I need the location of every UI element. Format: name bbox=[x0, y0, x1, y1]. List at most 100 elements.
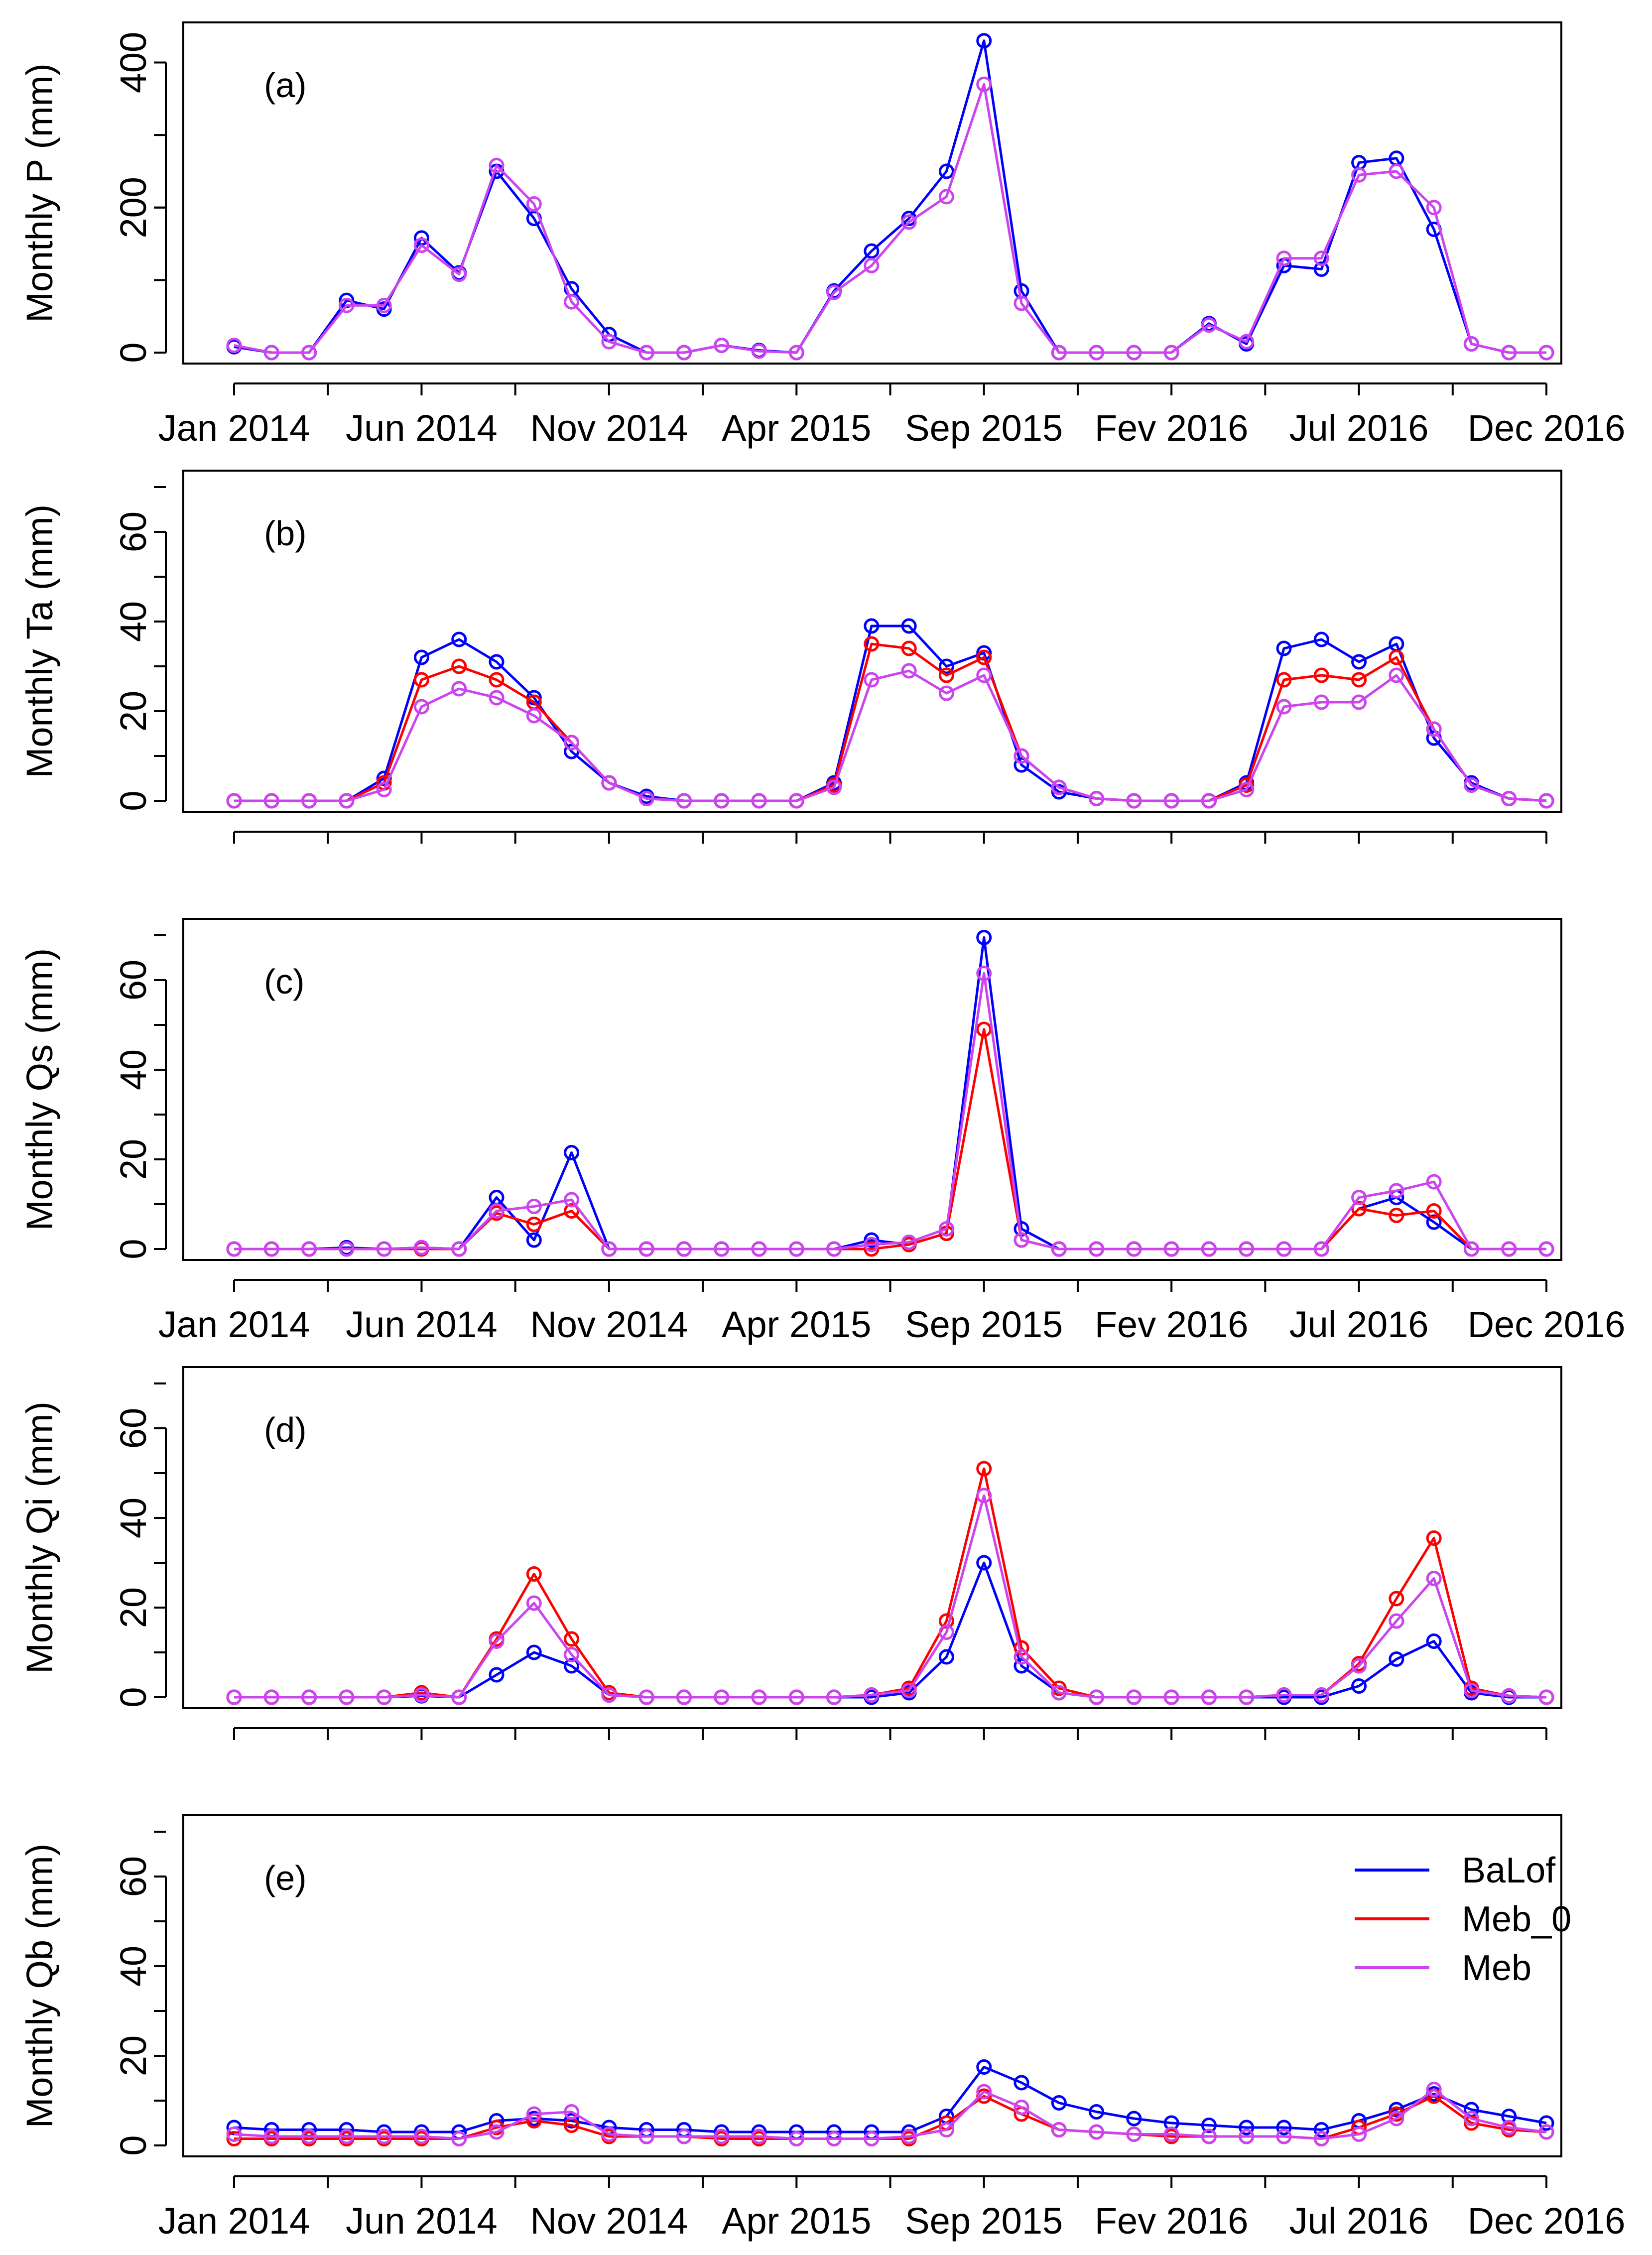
x-tick-label: Sep 2015 bbox=[905, 2200, 1063, 2242]
data-point-balof bbox=[564, 744, 580, 759]
data-point-meb bbox=[601, 1241, 617, 1257]
data-point-meb bbox=[564, 735, 580, 751]
data-point-meb-0 bbox=[901, 640, 917, 656]
panel-tag: (a) bbox=[264, 66, 307, 105]
data-point-meb bbox=[676, 345, 692, 361]
data-point-balof bbox=[489, 654, 505, 670]
panel-tag: (d) bbox=[264, 1410, 307, 1449]
data-point-meb bbox=[601, 775, 617, 791]
data-point-meb-0 bbox=[451, 658, 467, 674]
data-point-meb bbox=[826, 1689, 842, 1705]
data-point-meb bbox=[1463, 1241, 1479, 1257]
data-point-meb bbox=[938, 189, 954, 205]
x-tick-label: Fev 2016 bbox=[1095, 1304, 1249, 1345]
data-point-meb bbox=[1014, 2100, 1029, 2115]
data-point-meb-0 bbox=[1389, 1591, 1404, 1607]
data-point-balof bbox=[976, 1555, 992, 1571]
plot-frame bbox=[182, 21, 1562, 365]
data-point-meb-0 bbox=[976, 1021, 992, 1037]
data-point-balof bbox=[976, 33, 992, 49]
y-tick-label: 20 bbox=[113, 1139, 154, 1180]
data-point-meb-0 bbox=[1313, 667, 1329, 683]
series-line-meb-0 bbox=[234, 1467, 1547, 1699]
data-point-meb-0 bbox=[564, 1631, 580, 1647]
data-point-balof bbox=[864, 618, 880, 634]
x-tick-label: Sep 2015 bbox=[905, 407, 1063, 449]
data-point-meb-0 bbox=[1426, 1530, 1442, 1546]
data-point-meb bbox=[301, 345, 317, 361]
data-point-meb bbox=[1276, 251, 1292, 266]
data-point-balof bbox=[1389, 1651, 1404, 1667]
data-point-balof bbox=[1201, 2118, 1217, 2133]
data-point-meb bbox=[1201, 793, 1217, 809]
data-point-meb bbox=[1089, 1689, 1105, 1705]
data-point-meb bbox=[1538, 1241, 1554, 1257]
data-point-meb bbox=[1239, 334, 1255, 350]
data-point-meb bbox=[1426, 1571, 1442, 1586]
data-point-meb bbox=[901, 663, 917, 679]
data-point-meb bbox=[1014, 295, 1029, 311]
x-tick-label: Apr 2015 bbox=[722, 407, 871, 449]
data-point-meb bbox=[376, 782, 392, 797]
data-point-meb bbox=[638, 1241, 654, 1257]
data-point-meb bbox=[826, 1241, 842, 1257]
data-point-meb bbox=[1201, 317, 1217, 333]
data-point-balof bbox=[1389, 2102, 1404, 2118]
data-point-meb bbox=[1126, 1241, 1142, 1257]
x-tick-label: Jan 2014 bbox=[158, 407, 310, 449]
data-point-meb bbox=[676, 1689, 692, 1705]
data-point-meb bbox=[413, 2129, 429, 2144]
data-point-meb bbox=[1089, 791, 1105, 806]
data-point-meb bbox=[676, 793, 692, 809]
data-point-balof bbox=[1313, 261, 1329, 277]
y-axis-title: Monthly Qb (mm) bbox=[19, 1844, 60, 2129]
data-point-meb bbox=[1463, 1683, 1479, 1698]
x-tick-label: Apr 2015 bbox=[722, 2200, 871, 2242]
data-point-meb bbox=[1163, 345, 1179, 361]
data-point-balof bbox=[864, 243, 880, 259]
data-point-meb bbox=[1426, 1174, 1442, 1190]
data-point-meb bbox=[864, 672, 880, 688]
x-tick-label: Dec 2016 bbox=[1468, 2200, 1626, 2242]
data-point-meb bbox=[638, 791, 654, 806]
data-point-meb bbox=[1389, 2111, 1404, 2127]
data-point-meb bbox=[901, 1235, 917, 1250]
panel-e: 0 20 40 60 Monthly Qb (mm) Jan 2014 Jun 2014 No… bbox=[19, 1814, 1626, 2242]
data-point-meb bbox=[714, 793, 730, 809]
plot-frame bbox=[182, 470, 1562, 813]
data-point-meb bbox=[1313, 1241, 1329, 1257]
data-point-meb-0 bbox=[413, 672, 429, 688]
data-point-meb bbox=[601, 1687, 617, 1703]
data-point-meb bbox=[1426, 721, 1442, 737]
data-point-meb bbox=[1014, 1649, 1029, 1665]
data-point-meb bbox=[376, 1689, 392, 1705]
series-line-balof bbox=[234, 625, 1547, 802]
data-point-meb bbox=[1051, 2122, 1067, 2137]
data-point-meb bbox=[714, 337, 730, 353]
data-point-balof bbox=[938, 163, 954, 179]
data-point-meb bbox=[601, 2127, 617, 2142]
data-point-meb bbox=[1463, 777, 1479, 793]
data-point-meb bbox=[1051, 779, 1067, 795]
data-point-balof bbox=[1014, 757, 1029, 773]
data-point-balof bbox=[976, 930, 992, 945]
x-tick-label: Fev 2016 bbox=[1095, 2200, 1249, 2242]
data-point-meb bbox=[451, 2131, 467, 2146]
data-point-meb bbox=[976, 966, 992, 981]
data-point-meb bbox=[1126, 1689, 1142, 1705]
data-point-meb bbox=[1501, 2120, 1517, 2135]
data-point-meb bbox=[1501, 345, 1517, 361]
data-point-balof bbox=[451, 631, 467, 647]
data-point-meb bbox=[938, 685, 954, 701]
series-line-meb-0 bbox=[234, 642, 1547, 802]
data-point-meb bbox=[751, 793, 767, 809]
panel-a: 0 200 400 Monthly P (mm) Jan 2014 Jun 2014 Nov… bbox=[19, 21, 1625, 449]
y-axis-title: Monthly Qs (mm) bbox=[19, 948, 60, 1231]
data-point-meb bbox=[1501, 791, 1517, 806]
data-point-meb bbox=[263, 793, 279, 809]
data-point-meb bbox=[1126, 345, 1142, 361]
y-tick-label: 20 bbox=[113, 691, 154, 732]
data-point-meb bbox=[413, 1240, 429, 1255]
data-point-meb bbox=[1201, 2129, 1217, 2144]
data-point-meb-0 bbox=[1239, 777, 1255, 793]
